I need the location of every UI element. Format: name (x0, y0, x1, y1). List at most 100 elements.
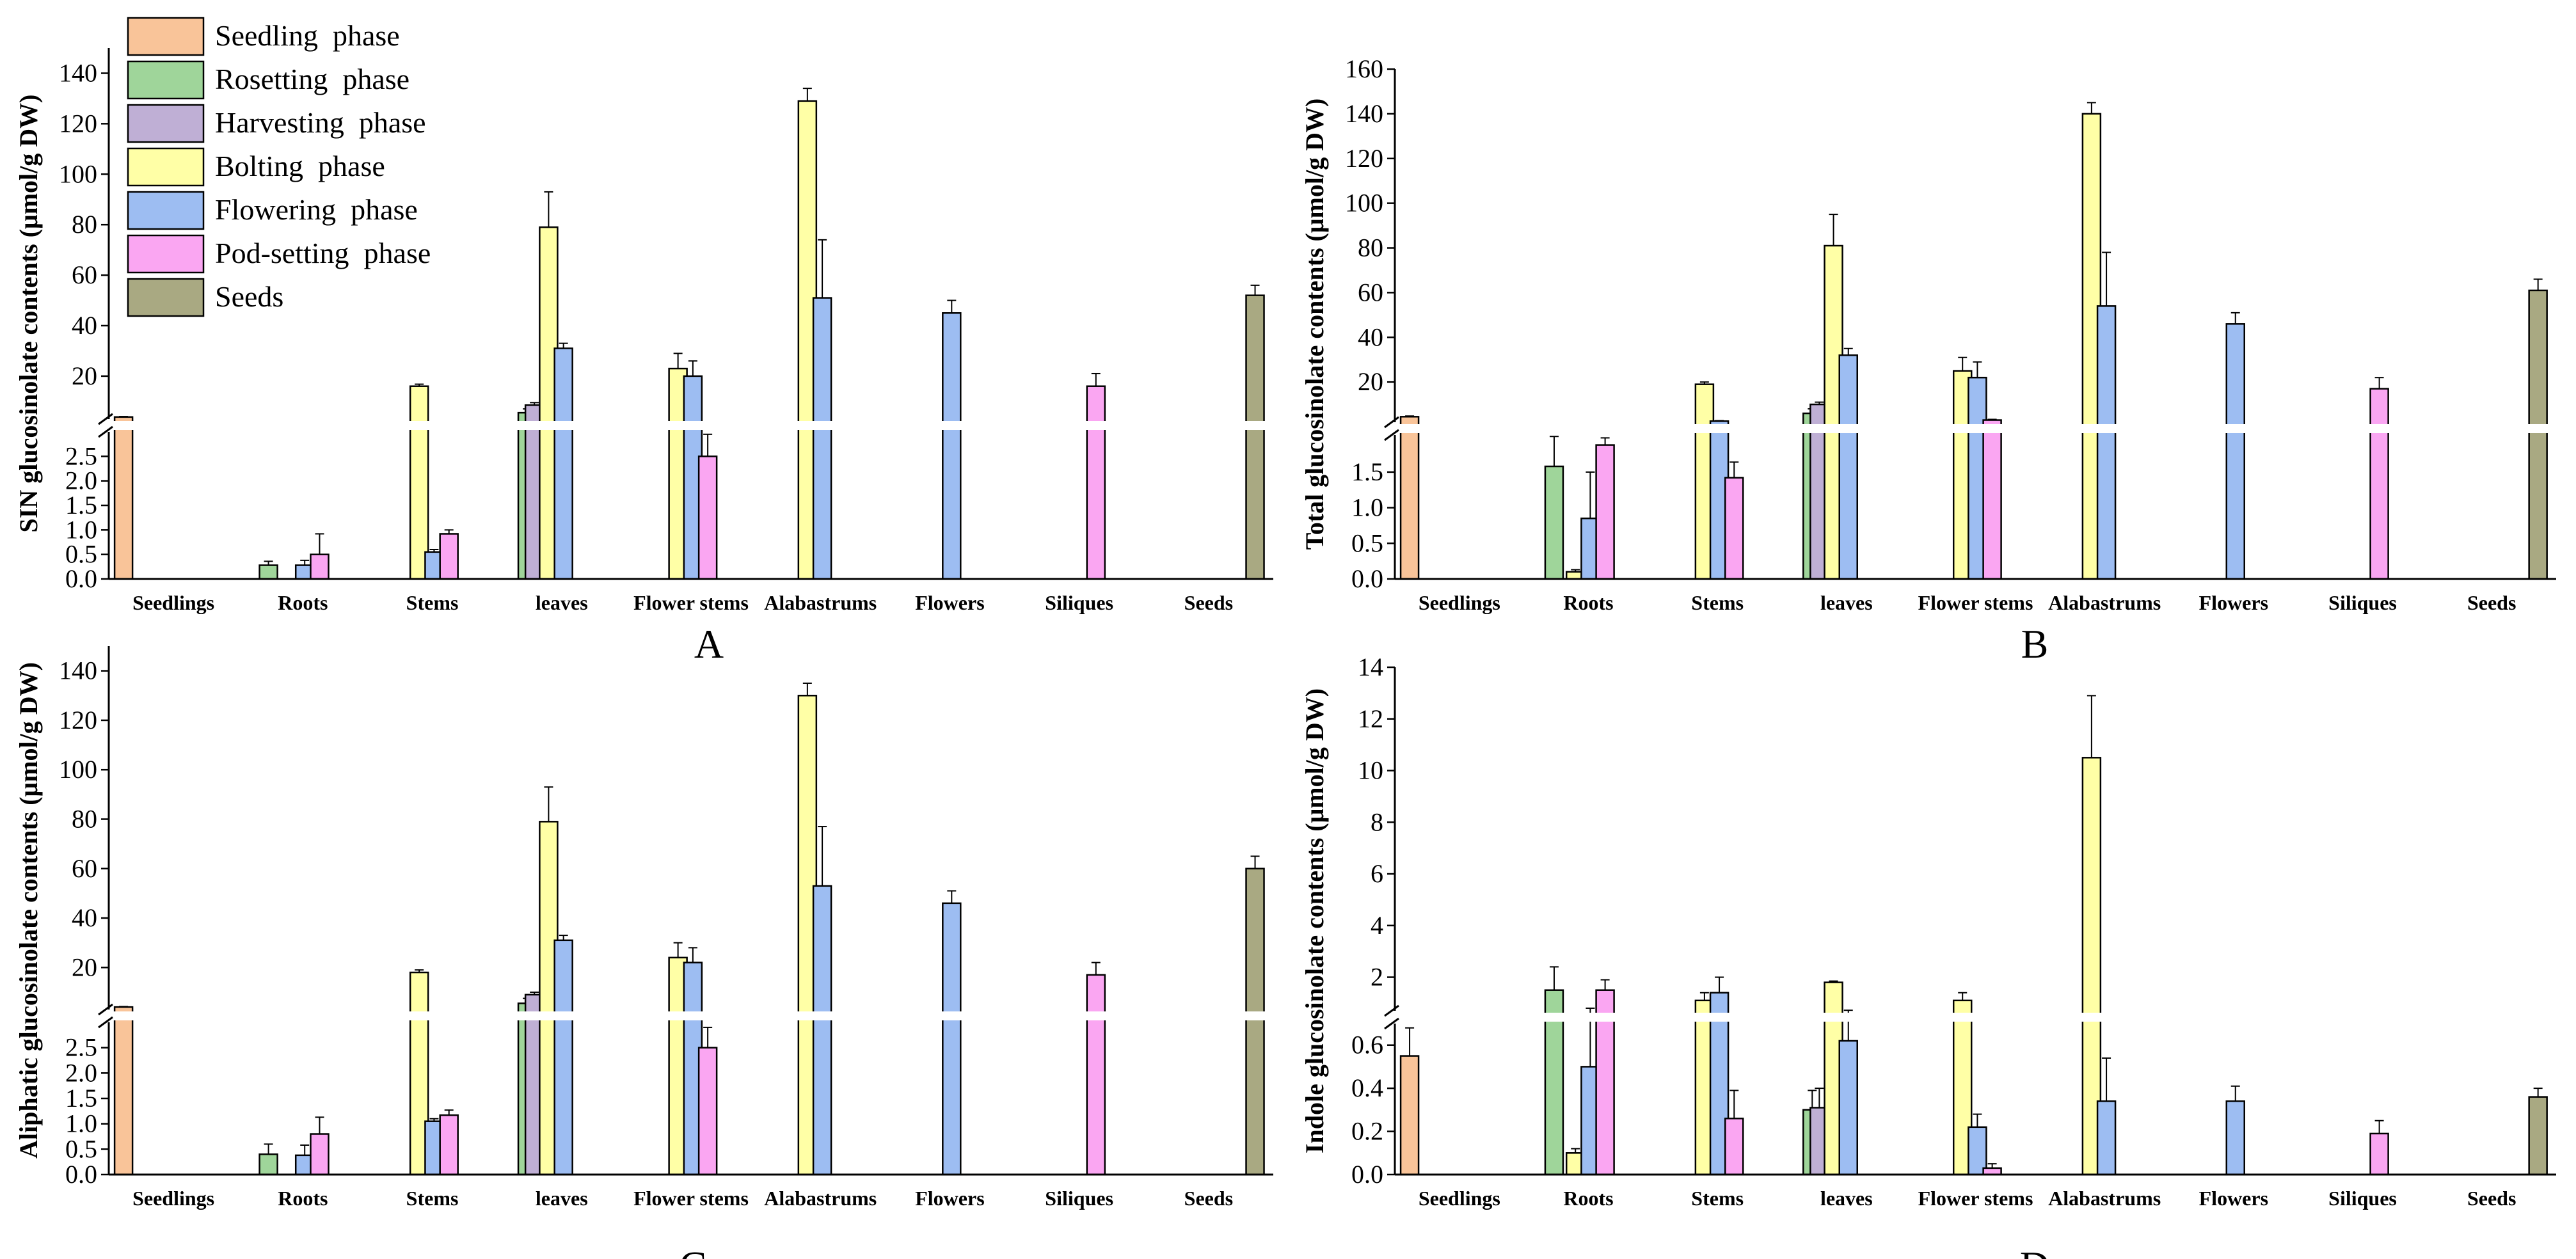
axis-break-mark (1384, 1004, 1399, 1017)
legend-label: Seeds (215, 280, 283, 313)
bar (310, 553, 330, 580)
x-tick-label: Seedlings (132, 591, 214, 614)
y-tick-label: 100 (1345, 189, 1383, 218)
legend-swatch (127, 234, 205, 274)
bar (439, 533, 459, 580)
bar (1245, 867, 1265, 1176)
x-tick-label: Alabastrums (2048, 1187, 2161, 1210)
legend-swatch (127, 278, 205, 317)
axis-break-band (1387, 424, 2556, 433)
y-tick-label: 2.5 (65, 1033, 97, 1062)
bar (697, 1047, 718, 1176)
y-tick-label: 2.5 (65, 441, 97, 470)
y-axis-label: Aliphatic glucosinolate contents (μmol/g… (14, 662, 43, 1159)
y-axis-label: SIN glucosinolate contents (μmol/g DW) (14, 95, 43, 533)
x-tick-label: Seedlings (1419, 591, 1500, 614)
bar (1399, 416, 1420, 580)
y-tick-label: 40 (1358, 322, 1383, 351)
panel-letter: C (680, 1243, 707, 1259)
bar (2528, 289, 2548, 580)
legend-label: Rosetting phase (215, 63, 409, 95)
x-tick-label: Flowers (2199, 1187, 2268, 1210)
panel-letter: B (2021, 621, 2049, 667)
x-tick-label: leaves (1820, 591, 1873, 614)
axis-break-mark (98, 425, 113, 438)
x-tick-label: Alabastrums (2048, 591, 2161, 614)
legend-label: Bolting phase (215, 150, 385, 182)
x-tick-label: Seeds (2467, 591, 2516, 614)
y-tick-label: 20 (72, 361, 97, 390)
bar (1838, 354, 1858, 580)
y-tick-label: 80 (72, 804, 97, 833)
x-tick-label: Roots (278, 591, 328, 614)
axis-break-mark (98, 1016, 113, 1029)
y-tick-label: 100 (59, 755, 97, 784)
bar (258, 1153, 278, 1176)
y-tick-label: 1.5 (65, 1084, 97, 1113)
x-tick-label: Siliques (1045, 591, 1113, 614)
bar (1399, 1055, 1420, 1176)
bar (2225, 323, 2245, 580)
y-tick-label: 40 (72, 903, 97, 932)
y-tick-label: 140 (59, 656, 97, 685)
y-tick-label: 1.0 (65, 515, 97, 544)
axis-break-band (101, 421, 1273, 430)
bar (942, 902, 962, 1176)
y-tick-label: 0.2 (1351, 1117, 1383, 1146)
y-tick-label: 2 (1371, 963, 1383, 992)
y-tick-label: 120 (1345, 144, 1383, 173)
bar (1724, 1118, 1744, 1176)
legend-swatch (127, 60, 205, 100)
y-tick-label: 60 (72, 854, 97, 883)
y-tick-label: 0.0 (1351, 1160, 1383, 1189)
bar (310, 1133, 330, 1176)
legend-swatch (127, 17, 205, 56)
bar (812, 297, 832, 580)
y-tick-label: 4 (1371, 911, 1383, 940)
bar (1595, 444, 1615, 580)
bar (1982, 419, 2002, 580)
legend-label: Seedling phase (215, 19, 400, 52)
panel-letter: D (2020, 1243, 2049, 1259)
bar (1724, 477, 1744, 580)
y-tick-label: 120 (59, 109, 97, 138)
panel-C: 0.00.51.01.52.02.5 20 40 60 80 100 120 140 Seedl… (14, 646, 1273, 1259)
x-tick-label: Seeds (2467, 1187, 2516, 1210)
y-tick-label: 1.0 (1351, 493, 1383, 522)
x-tick-label: Seedlings (1419, 1187, 1500, 1210)
x-tick-label: Roots (278, 1187, 328, 1210)
x-tick-label: Siliques (2328, 591, 2397, 614)
panel-B: 0.0 0.5 1.0 1.5 20 40 60 80 100 120 140 160 Seedling… (1300, 54, 2556, 667)
axis-break-band (101, 1011, 1273, 1020)
y-tick-label: 14 (1358, 653, 1383, 681)
y-tick-label: 6 (1371, 859, 1383, 888)
y-tick-label: 100 (59, 159, 97, 188)
y-tick-label: 1.0 (65, 1109, 97, 1138)
x-tick-label: Flower stems (1918, 591, 2033, 614)
legend-label: Flowering phase (215, 193, 418, 226)
bar (553, 939, 573, 1176)
axis-break-mark (98, 413, 113, 425)
bar (113, 416, 134, 580)
axis-break-mark (1384, 429, 1399, 441)
axis-break-band (1387, 1013, 2556, 1022)
x-tick-label: Seedlings (132, 1187, 214, 1210)
y-tick-label: 0.6 (1351, 1031, 1383, 1059)
y-tick-label: 0.4 (1351, 1073, 1383, 1102)
x-tick-label: Flower stems (633, 591, 749, 614)
bar (2369, 388, 2389, 580)
x-tick-label: Stems (1691, 1187, 1744, 1210)
bar (2528, 1096, 2548, 1176)
bar (1086, 974, 1106, 1176)
axis-break-mark (1384, 1017, 1399, 1030)
bar (697, 455, 718, 580)
y-tick-label: 80 (1358, 234, 1383, 262)
bar (439, 1114, 459, 1176)
bar (1086, 385, 1106, 580)
y-tick-label: 120 (59, 706, 97, 734)
x-tick-label: Seeds (1184, 1187, 1233, 1210)
bar (1544, 465, 1564, 580)
bar (2096, 305, 2117, 580)
x-tick-label: Stems (1691, 591, 1744, 614)
